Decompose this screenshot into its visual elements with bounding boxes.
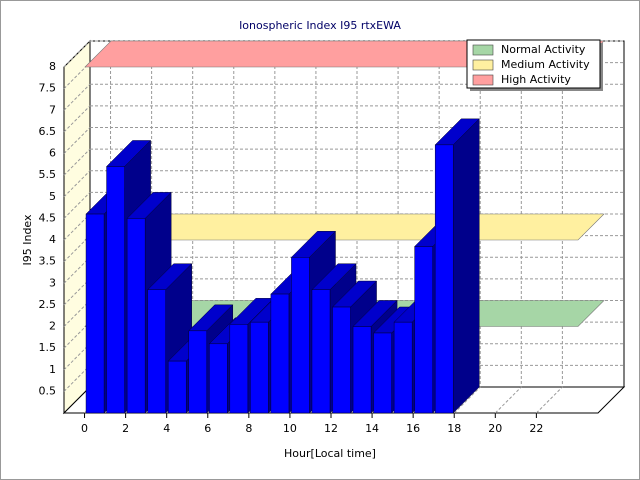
bar-front [126, 218, 146, 414]
bar-front [352, 326, 372, 414]
x-tick-label: 16 [406, 422, 420, 435]
grid-line [63, 192, 91, 219]
bar-front [270, 293, 290, 414]
legend-label: High Activity [501, 73, 571, 86]
bar-front [106, 166, 125, 414]
bar-front [209, 343, 228, 414]
grid-line [63, 83, 91, 111]
grid-line [63, 256, 91, 284]
grid-line [453, 386, 481, 414]
y-tick-label: 7 [49, 103, 56, 116]
x-tick-label: 10 [283, 422, 297, 435]
grid-line [63, 40, 91, 68]
y-tick-label: 5 [49, 190, 56, 203]
y-tick-label: 4.5 [39, 211, 57, 224]
y-tick-label: 5.5 [39, 168, 57, 181]
bar-front [291, 257, 310, 414]
y-tick-label: 1.5 [39, 341, 57, 354]
x-tick-label: 22 [529, 422, 543, 435]
y-tick-label: 1 [49, 363, 56, 376]
legend-label: Normal Activity [501, 43, 586, 56]
y-axis-label: I95 Index [21, 214, 34, 266]
bar-front [414, 246, 433, 414]
y-tick-label: 7.5 [39, 82, 57, 95]
grid-line [536, 386, 563, 414]
chart-title: Ionospheric Index I95 rtxEWA [239, 19, 401, 32]
grid-line [63, 278, 91, 306]
y-tick-label: 3 [49, 276, 56, 289]
x-tick-label: 6 [204, 422, 211, 435]
bar-front [332, 306, 351, 414]
legend-label: Medium Activity [501, 58, 590, 71]
x-tick-label: 4 [163, 422, 170, 435]
legend-swatch [472, 59, 494, 71]
bar-front [229, 324, 249, 414]
y-tick-label: 3.5 [39, 255, 57, 268]
grid-line [63, 213, 91, 241]
y-tick-label: 4 [49, 233, 56, 246]
y-tick-label: 6 [49, 147, 56, 160]
bar-front [188, 330, 208, 414]
y-tick-label: 2.5 [39, 298, 57, 311]
grid-line [63, 300, 91, 327]
legend-swatch [472, 74, 494, 86]
marks [84, 40, 605, 414]
bar-front [311, 289, 331, 414]
grid-line [63, 127, 91, 154]
x-tick-label: 18 [447, 422, 461, 435]
bar-front [250, 321, 269, 414]
bar-front [434, 144, 454, 414]
bar-front [167, 360, 187, 414]
y-tick-label: 0.5 [39, 384, 57, 397]
bar-front [373, 332, 392, 414]
x-axis-label: Hour[Local time] [284, 447, 376, 460]
grid-line [494, 386, 522, 414]
bar-front [85, 213, 105, 414]
bar-front [393, 321, 413, 414]
x-tick-label: 20 [488, 422, 502, 435]
bar-front [147, 289, 166, 414]
grid-line [63, 170, 91, 198]
y-tick-label: 6.5 [39, 125, 57, 138]
grid-line [63, 148, 91, 176]
bar [434, 118, 480, 414]
x-tick-label: 2 [122, 422, 129, 435]
y-tick-label: 8 [49, 60, 56, 73]
y-tick-label: 2 [49, 320, 56, 333]
bar-side [452, 118, 480, 414]
grid-line [63, 105, 91, 133]
grid-line [63, 343, 91, 371]
x-tick-label: 0 [81, 422, 88, 435]
x-tick-label: 14 [365, 422, 379, 435]
x-tick-label: 8 [245, 422, 252, 435]
legend-swatch [472, 44, 494, 56]
grid-line [63, 365, 91, 392]
legend: Normal Activity Medium Activity High Activ… [466, 39, 603, 91]
x-tick-label: 12 [324, 422, 338, 435]
